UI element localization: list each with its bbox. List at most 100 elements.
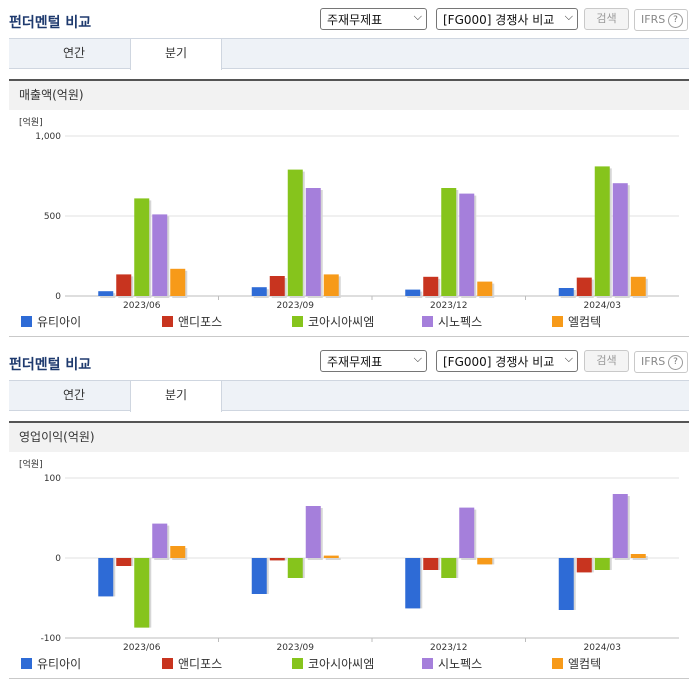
statement-type-value: 주재무제표 — [327, 13, 383, 27]
bar-series-4 — [630, 554, 646, 558]
bar-series-4 — [323, 274, 339, 296]
legend-label: 유티아이 — [37, 315, 82, 329]
chart-legend: 유티아이 앤디포스 코아시아씨엠 시노펙스 엘컴텍 — [21, 655, 661, 671]
legend-item[interactable]: 엘컴텍 — [552, 313, 601, 330]
x-tick-label: 2023/06 — [123, 301, 161, 311]
chart-legend: 유티아이 앤디포스 코아시아씨엠 시노펙스 엘컴텍 — [21, 313, 661, 329]
ifrs-label: IFRS — [641, 13, 666, 26]
bar-series-4 — [323, 555, 339, 558]
comparison-group-select[interactable]: [FG000] 경쟁사 비교 ⌵ — [436, 350, 578, 372]
legend-item[interactable]: 시노펙스 — [422, 655, 482, 672]
legend-item[interactable]: 코아시아씨엠 — [292, 313, 374, 330]
unit-label: [억원] — [19, 458, 43, 470]
divider — [9, 678, 689, 679]
bar-series-3 — [459, 507, 475, 558]
ifrs-info-button[interactable]: IFRS ? — [634, 351, 688, 373]
chevron-down-icon: ⌵ — [564, 352, 573, 365]
bar-series-2 — [134, 198, 150, 296]
help-icon: ? — [668, 13, 683, 28]
legend-item[interactable]: 코아시아씨엠 — [292, 655, 374, 672]
search-button[interactable]: 검색 — [584, 350, 629, 372]
panel-header: 펀더멘털 비교 주재무제표 ⌵ [FG000] 경쟁사 비교 ⌵ 검색 IFRS… — [0, 342, 696, 378]
bar-series-0 — [251, 287, 267, 296]
legend-item[interactable]: 앤디포스 — [162, 655, 222, 672]
bar-series-3 — [152, 523, 168, 558]
tab-quarterly[interactable]: 분기 — [130, 39, 222, 70]
chevron-down-icon: ⌵ — [564, 10, 573, 23]
bar-series-1 — [576, 558, 592, 573]
comparison-group-value: [FG000] 경쟁사 비교 — [443, 355, 555, 369]
bar-series-0 — [98, 291, 114, 296]
statement-type-value: 주재무제표 — [327, 355, 383, 369]
y-tick-label: 500 — [44, 212, 61, 222]
comparison-group-value: [FG000] 경쟁사 비교 — [443, 13, 555, 27]
period-tabs: 연간 분기 — [9, 38, 689, 70]
divider — [9, 336, 689, 337]
statement-type-select[interactable]: 주재무제표 ⌵ — [320, 350, 427, 372]
comparison-group-select[interactable]: [FG000] 경쟁사 비교 ⌵ — [436, 8, 578, 30]
bar-series-2 — [287, 558, 303, 578]
bar-series-3 — [152, 214, 168, 296]
chevron-down-icon: ⌵ — [413, 352, 422, 365]
bar-series-3 — [305, 506, 321, 558]
legend-swatch — [292, 658, 303, 669]
panel-header: 펀더멘털 비교 주재무제표 ⌵ [FG000] 경쟁사 비교 ⌵ 검색 IFRS… — [0, 0, 696, 36]
bar-series-4 — [477, 558, 493, 565]
bar-series-1 — [269, 558, 285, 561]
legend-label: 시노펙스 — [438, 657, 483, 671]
statement-type-select[interactable]: 주재무제표 ⌵ — [320, 8, 427, 30]
legend-item[interactable]: 유티아이 — [21, 655, 81, 672]
legend-label: 유티아이 — [37, 657, 82, 671]
bar-series-2 — [441, 558, 457, 578]
bar-series-0 — [251, 558, 267, 594]
bar-series-1 — [423, 558, 439, 570]
legend-item[interactable]: 엘컴텍 — [552, 655, 601, 672]
legend-label: 엘컴텍 — [568, 657, 602, 671]
legend-swatch — [162, 658, 173, 669]
bar-series-0 — [558, 288, 574, 296]
fundamental-panel-1: 펀더멘털 비교 주재무제표 ⌵ [FG000] 경쟁사 비교 ⌵ 검색 IFRS… — [0, 0, 696, 337]
panel-title: 펀더멘털 비교 — [9, 15, 92, 31]
fundamental-panel-2: 펀더멘털 비교 주재무제표 ⌵ [FG000] 경쟁사 비교 ⌵ 검색 IFRS… — [0, 342, 696, 684]
revenue-chart: [억원] 0 500 1,000 2023/06 2023/09 2023/12 2024/0… — [19, 116, 679, 311]
bar-series-4 — [170, 546, 186, 558]
section-title: 영업이익(억원) — [9, 421, 689, 452]
x-tick-label: 2024/03 — [584, 301, 621, 311]
bar-series-1 — [576, 277, 592, 296]
y-tick-label: 0 — [55, 292, 61, 302]
search-button[interactable]: 검색 — [584, 8, 629, 30]
y-tick-label: 100 — [44, 474, 61, 484]
legend-item[interactable]: 유티아이 — [21, 313, 81, 330]
bar-series-2 — [441, 188, 457, 296]
legend-item[interactable]: 시노펙스 — [422, 313, 482, 330]
bar-shadow — [325, 557, 341, 560]
bar-series-1 — [423, 276, 439, 296]
ifrs-info-button[interactable]: IFRS ? — [634, 9, 688, 31]
legend-swatch — [422, 316, 433, 327]
bar-series-0 — [98, 558, 114, 597]
x-tick-label: 2023/09 — [277, 643, 315, 653]
legend-label: 앤디포스 — [178, 315, 223, 329]
legend-label: 코아시아씨엠 — [308, 315, 375, 329]
bar-series-2 — [134, 558, 150, 628]
legend-item[interactable]: 앤디포스 — [162, 313, 222, 330]
tab-annual[interactable]: 연간 — [62, 388, 86, 402]
legend-swatch — [292, 316, 303, 327]
y-tick-label: 1,000 — [35, 132, 61, 142]
tab-quarterly[interactable]: 분기 — [130, 381, 222, 412]
bar-series-1 — [116, 558, 132, 566]
unit-label: [억원] — [19, 116, 43, 128]
legend-label: 코아시아씨엠 — [308, 657, 375, 671]
y-tick-label: 0 — [55, 554, 61, 564]
chevron-down-icon: ⌵ — [413, 10, 422, 23]
tab-annual[interactable]: 연간 — [62, 46, 86, 60]
bar-series-4 — [630, 276, 646, 296]
bar-series-4 — [170, 268, 186, 296]
legend-swatch — [21, 658, 32, 669]
ifrs-label: IFRS — [641, 355, 666, 368]
help-icon: ? — [668, 355, 683, 370]
x-tick-label: 2024/03 — [584, 643, 621, 653]
bar-series-3 — [305, 188, 321, 296]
bar-series-0 — [405, 558, 421, 609]
bar-series-4 — [477, 281, 493, 296]
